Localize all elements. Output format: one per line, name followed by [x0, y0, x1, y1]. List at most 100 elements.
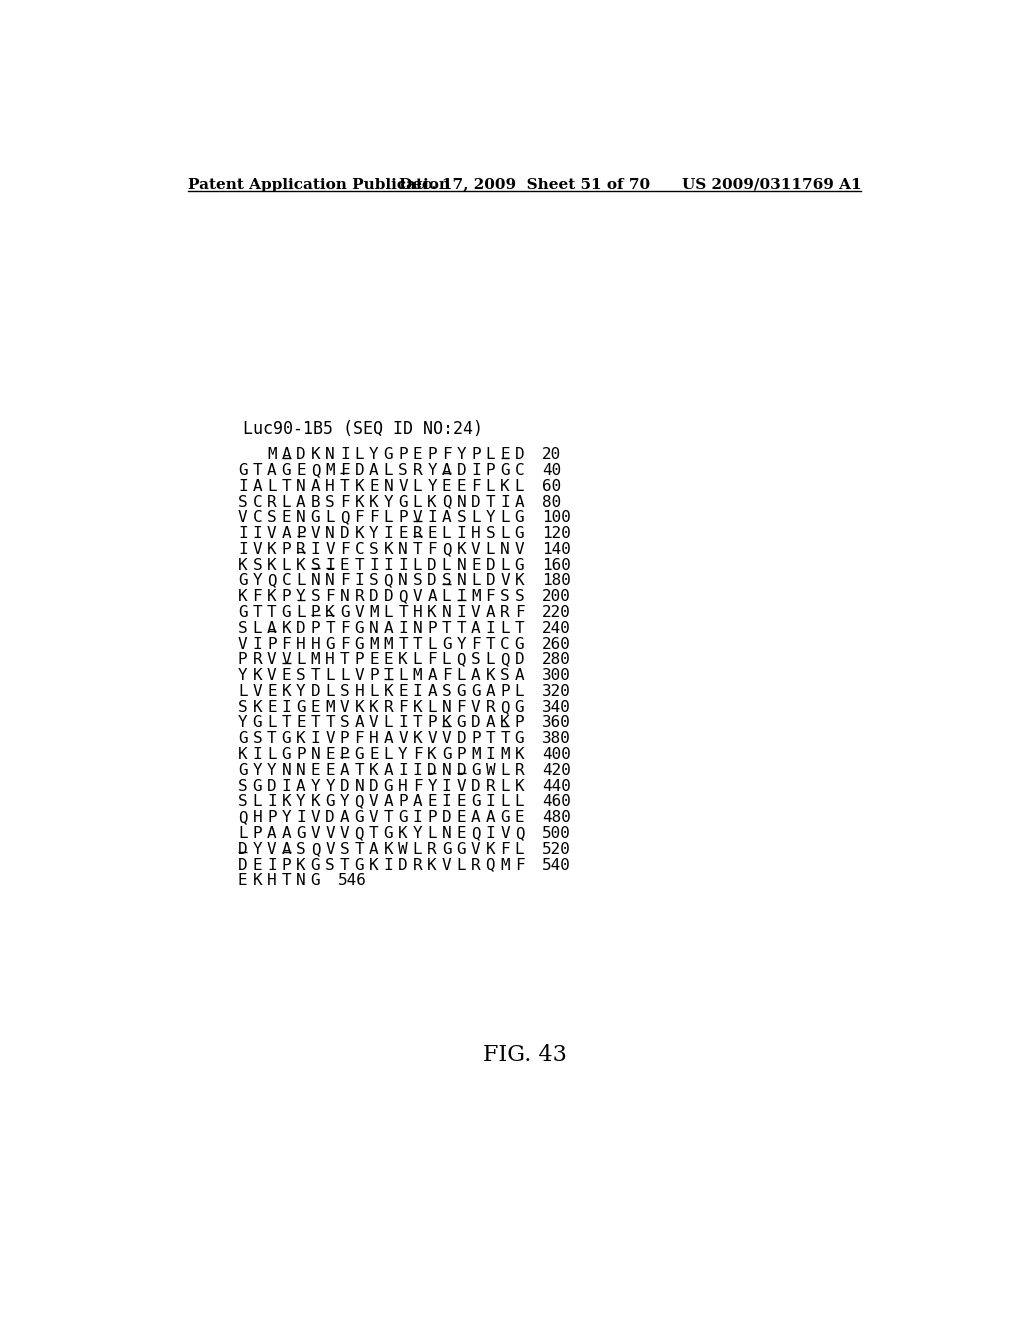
Text: L: L	[384, 747, 393, 762]
Text: M: M	[500, 858, 510, 873]
Text: G: G	[296, 700, 306, 714]
Text: B: B	[310, 495, 321, 510]
Text: Y: Y	[310, 779, 321, 793]
Text: S: S	[485, 527, 496, 541]
Text: L: L	[500, 620, 510, 636]
Text: I: I	[398, 620, 408, 636]
Text: A: A	[267, 620, 276, 636]
Text: G: G	[296, 826, 306, 841]
Text: D: D	[326, 810, 335, 825]
Text: N: N	[326, 573, 335, 589]
Text: D: D	[340, 779, 349, 793]
Text: Y: Y	[369, 527, 379, 541]
Text: P: P	[354, 652, 365, 668]
Text: S: S	[340, 684, 349, 698]
Text: Y: Y	[340, 795, 349, 809]
Text: L: L	[384, 511, 393, 525]
Text: 240: 240	[542, 620, 570, 636]
Text: A: A	[282, 447, 291, 462]
Text: E: E	[398, 527, 408, 541]
Text: A: A	[485, 715, 496, 730]
Text: F: F	[340, 543, 349, 557]
Text: I: I	[310, 731, 321, 746]
Text: K: K	[296, 858, 306, 873]
Text: V: V	[369, 810, 379, 825]
Text: T: T	[413, 715, 422, 730]
Text: H: H	[471, 527, 480, 541]
Text: G: G	[515, 731, 524, 746]
Text: H: H	[253, 810, 262, 825]
Text: V: V	[442, 858, 452, 873]
Text: 200: 200	[542, 589, 570, 605]
Text: 420: 420	[542, 763, 570, 777]
Text: V: V	[369, 795, 379, 809]
Text: G: G	[471, 795, 480, 809]
Text: FIG. 43: FIG. 43	[483, 1044, 566, 1067]
Text: Q: Q	[340, 511, 349, 525]
Text: G: G	[282, 463, 291, 478]
Text: I: I	[238, 479, 248, 494]
Text: H: H	[354, 684, 365, 698]
Text: M: M	[369, 605, 379, 620]
Text: V: V	[310, 826, 321, 841]
Text: L: L	[340, 668, 349, 684]
Text: Y: Y	[296, 795, 306, 809]
Text: P: P	[310, 605, 321, 620]
Text: K: K	[282, 684, 291, 698]
Text: N: N	[442, 826, 452, 841]
Text: T: T	[398, 605, 408, 620]
Text: M: M	[500, 747, 510, 762]
Text: E: E	[384, 652, 393, 668]
Text: H: H	[267, 874, 276, 888]
Text: K: K	[326, 605, 335, 620]
Text: 480: 480	[542, 810, 570, 825]
Text: Y: Y	[267, 763, 276, 777]
Text: D: D	[296, 447, 306, 462]
Text: G: G	[238, 573, 248, 589]
Text: F: F	[442, 668, 452, 684]
Text: K: K	[354, 527, 365, 541]
Text: G: G	[515, 511, 524, 525]
Text: S: S	[398, 463, 408, 478]
Text: Patent Application Publication: Patent Application Publication	[188, 178, 451, 191]
Text: D: D	[398, 858, 408, 873]
Text: D: D	[471, 715, 480, 730]
Text: F: F	[471, 479, 480, 494]
Text: L: L	[471, 573, 480, 589]
Text: Q: Q	[515, 826, 524, 841]
Text: K: K	[354, 495, 365, 510]
Text: T: T	[310, 668, 321, 684]
Text: L: L	[485, 447, 496, 462]
Text: E: E	[296, 715, 306, 730]
Text: G: G	[457, 842, 466, 857]
Text: L: L	[427, 826, 437, 841]
Text: L: L	[413, 842, 422, 857]
Text: Q: Q	[310, 842, 321, 857]
Text: A: A	[471, 620, 480, 636]
Text: K: K	[267, 543, 276, 557]
Text: P: P	[515, 715, 524, 730]
Text: L: L	[238, 826, 248, 841]
Text: L: L	[457, 858, 466, 873]
Text: K: K	[384, 684, 393, 698]
Text: 180: 180	[542, 573, 570, 589]
Text: D: D	[457, 763, 466, 777]
Text: K: K	[427, 747, 437, 762]
Text: H: H	[296, 636, 306, 652]
Text: P: P	[296, 527, 306, 541]
Text: F: F	[340, 620, 349, 636]
Text: A: A	[384, 620, 393, 636]
Text: K: K	[384, 543, 393, 557]
Text: I: I	[238, 527, 248, 541]
Text: P: P	[282, 543, 291, 557]
Text: F: F	[471, 636, 480, 652]
Text: S: S	[296, 668, 306, 684]
Text: G: G	[354, 747, 365, 762]
Text: L: L	[267, 479, 276, 494]
Text: D: D	[471, 495, 480, 510]
Text: K: K	[310, 795, 321, 809]
Text: I: I	[384, 527, 393, 541]
Text: G: G	[354, 620, 365, 636]
Text: P: P	[427, 620, 437, 636]
Text: K: K	[253, 668, 262, 684]
